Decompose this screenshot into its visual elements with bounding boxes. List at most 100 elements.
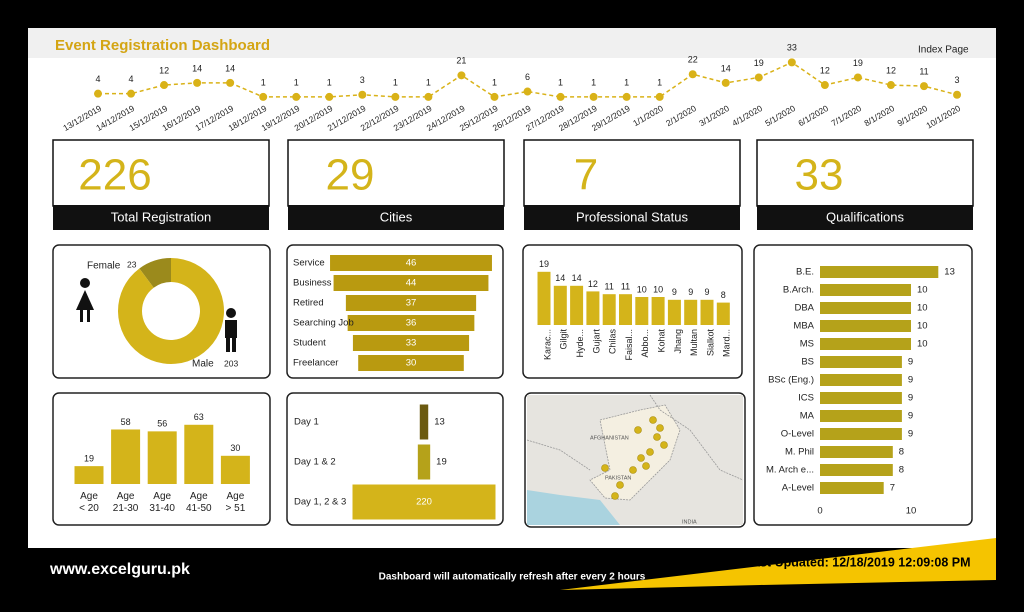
legend-label: Male	[192, 359, 214, 370]
bar	[684, 299, 698, 325]
value-label: 8	[899, 465, 904, 476]
value-label: 22	[688, 55, 698, 65]
value-label: 12	[159, 65, 169, 75]
funnel-bar	[352, 335, 470, 351]
category-label: B.E.	[796, 267, 814, 278]
value-label: 21	[456, 56, 466, 66]
category-label: M. Phil	[785, 447, 814, 458]
funnel-bar	[330, 255, 492, 271]
male-icon	[225, 308, 237, 352]
timeline-point	[820, 81, 829, 90]
value-label: 11	[605, 282, 614, 292]
category-label: Day 1, 2 & 3	[294, 497, 346, 508]
bar	[820, 392, 902, 404]
bar	[820, 266, 939, 278]
x-tick-label: Karac...	[542, 329, 552, 360]
bar	[820, 284, 911, 296]
timeline-point	[292, 92, 301, 101]
x-tick-label: Sialkot	[705, 329, 715, 357]
bar	[820, 320, 911, 332]
kpi-label: Professional Status	[576, 209, 689, 224]
value-label: 4	[95, 74, 100, 84]
category-label: Business	[293, 278, 332, 289]
kpi-value: 33	[795, 151, 844, 200]
map-label: AFGHANISTAN	[590, 435, 629, 441]
category-label: MA	[800, 411, 815, 422]
title: Event Registration Dashboard	[55, 37, 270, 54]
timeline-point	[787, 58, 796, 67]
bar	[586, 291, 600, 325]
value-label: 11	[621, 282, 630, 292]
value-label: 10	[637, 284, 647, 294]
value-label: 63	[194, 412, 204, 422]
kpi-card	[756, 139, 974, 207]
x-tick-label: Kohat	[656, 329, 666, 353]
value-label: 10	[653, 284, 663, 294]
value-label: 14	[192, 63, 202, 73]
timeline-point	[853, 73, 862, 82]
index-link[interactable]: Index Page	[918, 45, 969, 56]
value-label: 6	[525, 72, 530, 82]
donut-slice	[139, 258, 171, 288]
kpi-card	[287, 139, 505, 207]
timeline-point	[391, 92, 400, 101]
kpi-label-bar	[53, 205, 269, 230]
value-label: 14	[721, 63, 731, 73]
value-label: 1	[558, 77, 563, 87]
footer-note: Dashboard will automatically refresh aft…	[379, 572, 646, 583]
value-label: 19	[436, 457, 447, 468]
timeline-point	[556, 92, 565, 101]
value-label: 1	[294, 77, 299, 87]
kpi-card	[52, 139, 270, 207]
value-label: 13	[434, 417, 445, 428]
timeline-point	[688, 70, 697, 79]
value-label: 33	[787, 43, 797, 53]
value-label: 9	[704, 287, 709, 297]
bar	[667, 299, 681, 325]
kpi-label: Qualifications	[826, 209, 905, 224]
category-label: Searching Job	[293, 318, 354, 329]
footer-website: www.excelguru.pk	[49, 561, 190, 578]
category-label: Day 1 & 2	[294, 457, 336, 468]
bar	[820, 356, 902, 368]
value-label: 7	[890, 483, 895, 494]
value-label: 9	[672, 287, 677, 297]
funnel-bar	[345, 295, 477, 311]
category-label: Day 1	[294, 417, 319, 428]
value-label: 1	[426, 77, 431, 87]
value-label: 14	[555, 273, 565, 283]
value-label: 19	[539, 259, 549, 269]
value-label: 12	[588, 279, 598, 289]
value-label: 1	[624, 77, 629, 87]
value-label: 19	[853, 58, 863, 68]
value-label: 10	[917, 321, 928, 332]
funnel-bar	[417, 444, 431, 480]
kpi-label-bar	[288, 205, 504, 230]
last-updated: Last Updated: 12/18/2019 12:09:08 PM	[745, 555, 970, 569]
female-icon	[76, 278, 94, 322]
timeline-point	[325, 92, 334, 101]
header-band	[28, 28, 996, 58]
value-label: 14	[572, 273, 582, 283]
funnel-bar	[358, 355, 464, 371]
value-label: 13	[944, 267, 955, 278]
kpi-value: 7	[574, 151, 598, 200]
value-label: 3	[360, 75, 365, 85]
value-label: 1	[327, 77, 332, 87]
category-label: M. Arch e...	[766, 465, 814, 476]
category-label: MBA	[793, 321, 814, 332]
funnel-bar	[419, 404, 429, 440]
value-label: 44	[406, 278, 417, 289]
bar	[651, 297, 665, 325]
category-label: B.Arch.	[783, 285, 814, 296]
timeline-point	[160, 81, 169, 90]
value-label: 19	[84, 454, 94, 464]
value-label: 9	[908, 411, 913, 422]
kpi-label-bar	[524, 205, 740, 230]
value-label: 10	[917, 339, 928, 350]
category-label: A-Level	[782, 483, 814, 494]
category-label: ICS	[798, 393, 814, 404]
x-tick-label: Age 31-40	[149, 491, 175, 514]
